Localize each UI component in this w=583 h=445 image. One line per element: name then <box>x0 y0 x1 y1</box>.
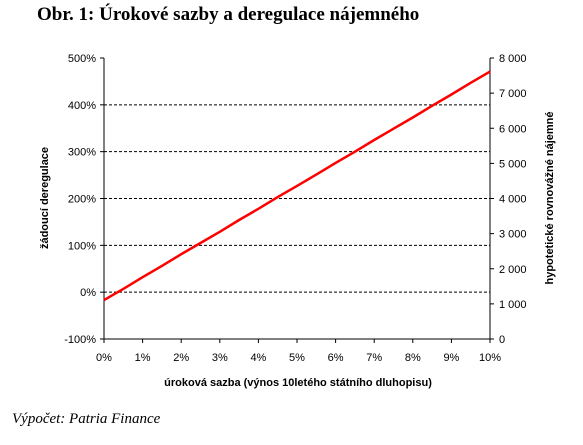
x-tick-label: 0% <box>96 352 112 364</box>
y2-tick-label: 5 000 <box>499 158 527 170</box>
y-tick-label: 400% <box>68 100 96 112</box>
x-tick-label: 8% <box>405 352 421 364</box>
axes <box>100 57 494 343</box>
gridlines <box>104 104 490 293</box>
y2-tick-label: 1 000 <box>499 299 527 311</box>
y2-tick-label: 3 000 <box>499 229 527 241</box>
y2-axis-title: hypotetické rovnovážné nájemné <box>544 112 556 285</box>
y2-tick-label: 8 000 <box>499 53 527 65</box>
x-tick-label: 10% <box>479 352 501 364</box>
x-tick-label: 2% <box>173 352 189 364</box>
x-tick-label: 3% <box>212 352 228 364</box>
y-tick-label: -100% <box>64 334 96 346</box>
x-tick-label: 7% <box>366 352 382 364</box>
y2-tick-label: 2 000 <box>499 264 527 276</box>
y2-tick-label: 6 000 <box>499 123 527 135</box>
y-tick-label: 200% <box>68 194 96 206</box>
y2-tick-label: 4 000 <box>499 194 527 206</box>
x-tick-label: 9% <box>443 352 459 364</box>
x-tick-label: 4% <box>250 352 266 364</box>
series-line <box>103 70 491 302</box>
y2-tick-label: 0 <box>499 334 505 346</box>
y-tick-label: 0% <box>80 287 96 299</box>
y-tick-label: 500% <box>68 53 96 65</box>
x-tick-label: 6% <box>328 352 344 364</box>
x-axis-title: úroková sazba (výnos 10letého státního d… <box>164 377 432 389</box>
y-tick-label: 100% <box>68 240 96 252</box>
y2-tick-label: 7 000 <box>499 88 527 100</box>
x-tick-label: 1% <box>135 352 151 364</box>
x-tick-label: 5% <box>289 352 305 364</box>
chart-title: Obr. 1: Úrokové sazby a deregulace nájem… <box>37 4 420 25</box>
y-axis-title: žádoucí deregulace <box>39 147 51 249</box>
source-note: Výpočet: Patria Finance <box>12 411 161 427</box>
series <box>103 70 491 302</box>
y-tick-label: 300% <box>68 147 96 159</box>
